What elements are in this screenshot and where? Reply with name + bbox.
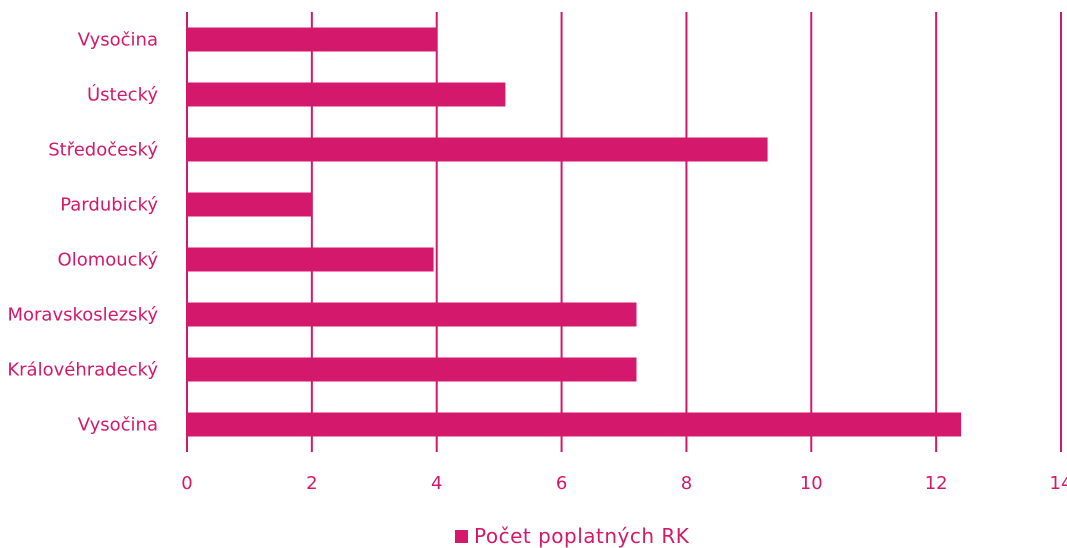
category-label: Královéhradecký: [7, 360, 158, 381]
bar: [187, 247, 434, 272]
bar: [187, 137, 768, 162]
x-tick-label: 8: [681, 473, 692, 494]
x-axis-tick-labels: 0 2 4 6 8 10 12 14: [181, 473, 1067, 494]
legend-label: Počet poplatných RK: [474, 524, 690, 548]
bar: [187, 302, 637, 327]
x-tick-label: 14: [1050, 473, 1067, 494]
category-label: Moravskoslezský: [7, 305, 158, 326]
x-tick-label: 12: [925, 473, 948, 494]
category-labels: Vysočina Ústecký Středočeský Pardubický Olom…: [7, 30, 158, 436]
x-tick-label: 10: [800, 473, 823, 494]
category-label: Ústecký: [87, 84, 158, 106]
category-label: Pardubický: [60, 195, 158, 216]
bar: [187, 27, 437, 52]
x-tick-label: 6: [556, 473, 567, 494]
legend: Počet poplatných RK: [455, 524, 690, 548]
x-tick-label: 4: [431, 473, 442, 494]
category-label: Vysočina: [78, 30, 158, 51]
x-tick-label: 2: [306, 473, 317, 494]
category-label: Olomoucký: [58, 250, 159, 271]
bars: [187, 27, 962, 437]
category-label: Středočeský: [48, 140, 158, 161]
gridlines: [186, 12, 1062, 452]
category-label: Vysočina: [78, 415, 158, 436]
bar: [187, 192, 312, 217]
x-tick-label: 0: [181, 473, 192, 494]
bar: [187, 357, 637, 382]
bar: [187, 82, 506, 107]
bar: [187, 412, 962, 437]
legend-swatch: [455, 530, 468, 543]
